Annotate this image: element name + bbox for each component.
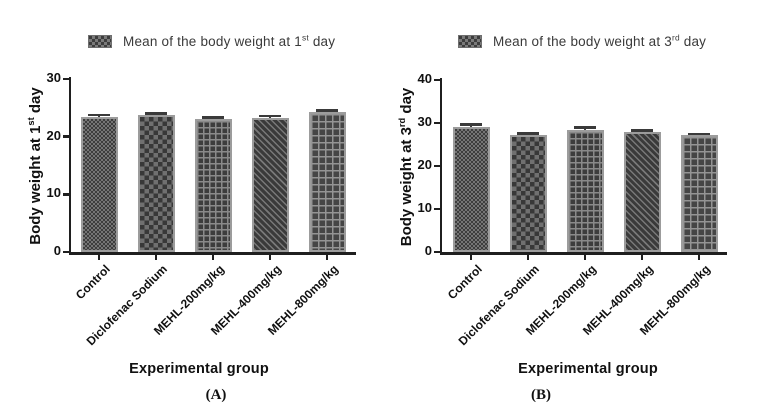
- y-axis-title-a: Body weight at 1st day: [26, 16, 49, 316]
- bar-diclofenac-sodium: [509, 135, 547, 252]
- y-tick-label-b: 20: [417, 157, 432, 172]
- y-axis-title-suffix: day: [27, 87, 44, 118]
- bar-mehl-800mg-kg: [680, 135, 718, 252]
- legend-label-suffix: day: [308, 33, 336, 49]
- legend-label-text: Mean of the body weight at 3: [493, 33, 672, 49]
- y-tick-a: [62, 250, 69, 254]
- error-bar-cap: [517, 132, 539, 135]
- y-tick-label-a: 10: [46, 185, 61, 201]
- bar-mehl-800mg-kg: [308, 111, 346, 252]
- legend-label-text: Mean of the body weight at 1: [123, 33, 302, 49]
- error-bar-cap: [259, 114, 281, 118]
- bar-control: [80, 117, 118, 252]
- y-tick-a: [62, 77, 69, 81]
- legend-label: Mean of the body weight at 1st day: [123, 32, 336, 49]
- x-tick-a: [154, 254, 158, 260]
- y-tick-label-a: 0: [53, 243, 61, 258]
- y-tick-b: [433, 250, 440, 254]
- x-axis-title-b: Experimental group: [518, 361, 658, 377]
- legend-label-suffix: day: [679, 33, 707, 49]
- bar-mehl-200mg-kg: [194, 119, 232, 252]
- x-tick-b: [526, 254, 530, 260]
- x-tick-b: [469, 254, 473, 260]
- x-tick-b: [697, 254, 701, 260]
- bar-diclofenac-sodium: [137, 115, 175, 252]
- legend-swatch-icon: [458, 34, 482, 48]
- y-axis-line-a: [68, 77, 71, 255]
- legend-chart-b: Mean of the body weight at 3rd day: [458, 32, 707, 49]
- y-tick-label-b: 40: [417, 71, 432, 86]
- panel-label-b: (B): [531, 387, 551, 403]
- x-tick-a: [97, 254, 101, 260]
- error-bar-cap: [88, 113, 110, 117]
- legend-label-sup: st: [301, 32, 309, 42]
- x-axis-title-a: Experimental group: [129, 361, 269, 377]
- error-bar-cap: [202, 116, 224, 119]
- x-axis-line-a: [68, 252, 356, 255]
- y-tick-a: [62, 135, 69, 138]
- x-axis-line-b: [439, 252, 727, 255]
- y-axis-title-text: Body weight at 3: [398, 127, 415, 247]
- y-axis-line-b: [439, 78, 442, 255]
- legend-label-sup: rd: [671, 32, 680, 42]
- y-tick-b: [433, 78, 440, 82]
- x-tick-b: [640, 254, 644, 260]
- legend-swatch-icon: [88, 34, 112, 48]
- error-bar-cap: [145, 112, 167, 115]
- y-tick-label-a: 20: [46, 127, 61, 143]
- x-tick-b: [583, 254, 587, 260]
- y-tick-label-b: 0: [424, 243, 432, 258]
- x-tick-a: [211, 254, 215, 260]
- error-bar-cap: [316, 109, 338, 112]
- y-tick-b: [433, 164, 440, 168]
- y-tick-a: [62, 193, 69, 196]
- y-tick-b: [433, 207, 440, 211]
- legend-label: Mean of the body weight at 3rd day: [493, 32, 707, 49]
- error-bar-cap: [574, 126, 596, 129]
- panel-label-a: (A): [205, 387, 227, 403]
- y-tick-b: [433, 121, 440, 125]
- y-tick-label-b: 10: [417, 200, 432, 215]
- error-bar-cap: [688, 132, 710, 136]
- x-tick-a: [268, 254, 272, 260]
- y-axis-title-sup: st: [26, 117, 36, 126]
- y-tick-label-b: 30: [417, 114, 432, 129]
- legend-chart-a: Mean of the body weight at 1st day: [88, 32, 336, 49]
- bar-control: [452, 127, 490, 252]
- bar-mehl-400mg-kg: [623, 132, 661, 252]
- x-tick-a: [325, 254, 329, 260]
- error-bar-cap: [631, 129, 653, 132]
- error-bar-cap: [460, 123, 482, 126]
- bar-mehl-200mg-kg: [566, 129, 604, 252]
- bar-mehl-400mg-kg: [251, 117, 289, 252]
- y-tick-label-a: 30: [46, 70, 61, 85]
